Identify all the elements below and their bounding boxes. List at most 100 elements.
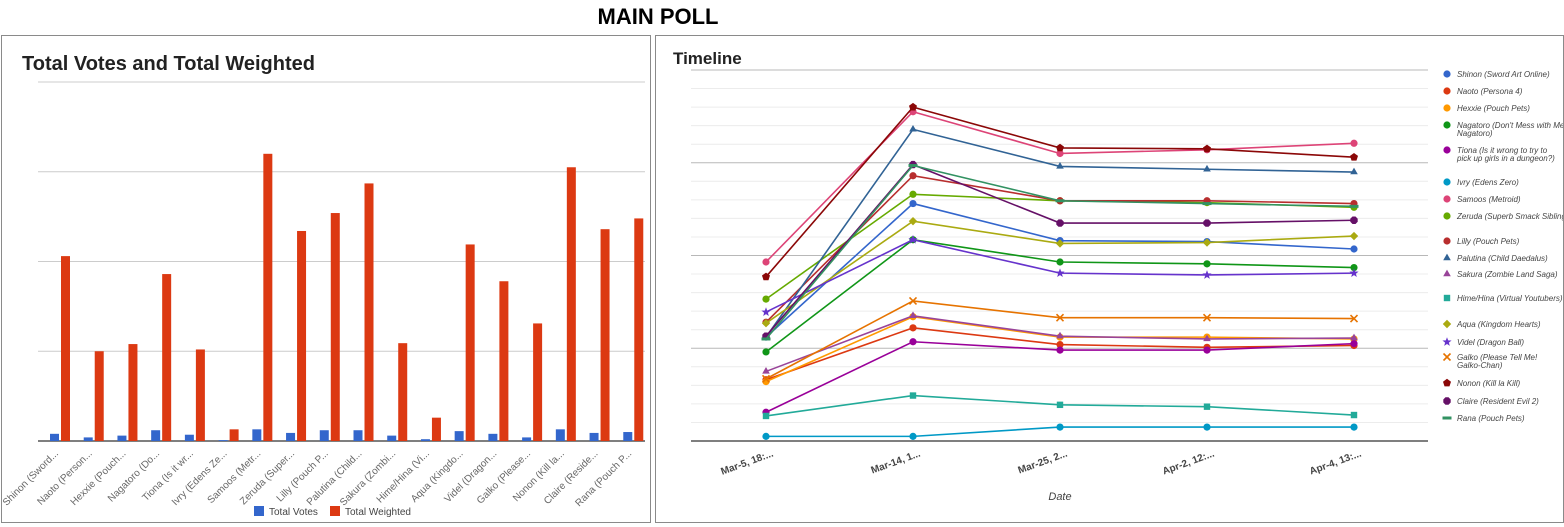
- legend-item[interactable]: Sakura (Zombie Land Saga): [1443, 269, 1558, 279]
- data-point[interactable]: [1056, 149, 1064, 158]
- data-point[interactable]: [762, 295, 770, 303]
- legend-item[interactable]: Videl (Dragon Ball): [1442, 337, 1524, 347]
- data-point[interactable]: [1202, 270, 1212, 279]
- legend-marker[interactable]: [1442, 319, 1452, 329]
- bar-total-votes[interactable]: [454, 431, 464, 441]
- legend-marker[interactable]: [1443, 237, 1451, 245]
- data-point[interactable]: [1055, 313, 1065, 322]
- legend-item[interactable]: Palutina (Child Daedalus): [1443, 253, 1548, 263]
- data-point[interactable]: [909, 190, 917, 198]
- data-point[interactable]: [762, 272, 770, 281]
- legend-item[interactable]: Zeruda (Superb Smack Siblings): [1443, 212, 1564, 221]
- data-point[interactable]: [1350, 340, 1358, 348]
- data-point[interactable]: [1203, 403, 1211, 410]
- data-point[interactable]: [1349, 314, 1359, 323]
- legend-item[interactable]: Aqua (Kingdom Hearts): [1442, 319, 1541, 329]
- data-point[interactable]: [1350, 167, 1358, 175]
- bar-total-votes[interactable]: [83, 437, 93, 441]
- bar-total-weighted[interactable]: [398, 343, 408, 441]
- bar-total-votes[interactable]: [286, 432, 296, 441]
- data-point[interactable]: [908, 164, 918, 168]
- series-line[interactable]: [765, 163, 1355, 337]
- data-point[interactable]: [761, 307, 771, 316]
- bar-total-weighted[interactable]: [195, 349, 205, 441]
- data-point[interactable]: [1055, 199, 1065, 203]
- series-line[interactable]: [765, 238, 1355, 313]
- bar-total-weighted[interactable]: [128, 344, 138, 441]
- legend-item[interactable]: Hime/Hina (Virtual Youtubers): [1443, 294, 1563, 303]
- legend-marker[interactable]: [1443, 397, 1451, 405]
- data-point[interactable]: [1350, 423, 1358, 431]
- bar-total-votes[interactable]: [151, 430, 161, 441]
- data-point[interactable]: [1202, 238, 1212, 247]
- bar-total-votes[interactable]: [218, 440, 228, 441]
- legend-marker[interactable]: [1443, 378, 1451, 387]
- bar-total-votes[interactable]: [555, 429, 565, 441]
- bar-total-weighted[interactable]: [566, 167, 576, 441]
- data-point[interactable]: [909, 172, 917, 180]
- data-point[interactable]: [1056, 423, 1064, 431]
- data-point[interactable]: [1203, 346, 1211, 354]
- bar-total-votes[interactable]: [623, 432, 633, 441]
- bar-total-votes[interactable]: [252, 429, 262, 441]
- data-point[interactable]: [909, 199, 917, 208]
- bar-total-weighted[interactable]: [465, 244, 475, 441]
- data-point[interactable]: [1056, 340, 1064, 349]
- bar-total-weighted[interactable]: [297, 230, 307, 441]
- legend-marker[interactable]: [1443, 146, 1451, 154]
- data-point[interactable]: [1350, 216, 1358, 224]
- legend-item[interactable]: Ivry (Edens Zero): [1443, 178, 1519, 187]
- legend-marker[interactable]: [1443, 178, 1451, 186]
- bar-total-weighted[interactable]: [162, 274, 172, 441]
- data-point[interactable]: [1056, 258, 1064, 266]
- data-point[interactable]: [1056, 331, 1064, 339]
- bar-total-votes[interactable]: [184, 434, 194, 441]
- data-point[interactable]: [909, 102, 917, 111]
- legend-marker[interactable]: [1443, 269, 1451, 277]
- legend-marker[interactable]: [1443, 212, 1451, 220]
- data-point[interactable]: [909, 124, 917, 132]
- data-point[interactable]: [1056, 346, 1064, 354]
- data-point[interactable]: [1349, 204, 1359, 208]
- legend-item[interactable]: Lilly (Pouch Pets): [1443, 237, 1520, 246]
- legend-item[interactable]: Galko (Please Tell Me! Galko-Chan): [1442, 352, 1538, 370]
- data-point[interactable]: [1350, 333, 1358, 341]
- bar-total-votes[interactable]: [117, 435, 127, 441]
- bar-total-votes[interactable]: [387, 435, 397, 441]
- data-point[interactable]: [909, 311, 917, 318]
- bar-total-weighted[interactable]: [229, 429, 239, 441]
- legend-marker[interactable]: [1442, 416, 1452, 420]
- data-point[interactable]: [762, 432, 770, 440]
- bar-total-weighted[interactable]: [61, 256, 70, 441]
- bar-total-votes[interactable]: [488, 433, 498, 441]
- bar-total-weighted[interactable]: [600, 229, 610, 441]
- legend-item[interactable]: Nagatoro (Don't Mess with Me, Nagatoro): [1443, 121, 1564, 138]
- series-line[interactable]: [765, 164, 1355, 340]
- legend-item[interactable]: Claire (Resident Evil 2): [1443, 397, 1539, 406]
- series-line[interactable]: [765, 106, 1355, 278]
- bar-total-weighted[interactable]: [263, 153, 273, 442]
- legend-item[interactable]: Rana (Pouch Pets): [1442, 414, 1525, 423]
- data-point[interactable]: [1203, 219, 1211, 227]
- legend-marker[interactable]: [1443, 70, 1451, 78]
- bar-total-weighted[interactable]: [499, 281, 509, 441]
- data-point[interactable]: [1349, 231, 1359, 241]
- data-point[interactable]: [1056, 401, 1064, 409]
- bar-total-weighted[interactable]: [533, 323, 543, 441]
- legend-marker[interactable]: [1443, 104, 1451, 112]
- bar-total-votes[interactable]: [589, 432, 599, 441]
- data-point[interactable]: [761, 374, 771, 383]
- data-point[interactable]: [1055, 239, 1065, 248]
- legend-marker[interactable]: [1443, 87, 1451, 95]
- data-point[interactable]: [1056, 143, 1064, 152]
- data-point[interactable]: [1056, 162, 1064, 169]
- data-point[interactable]: [1349, 268, 1359, 278]
- legend-marker[interactable]: [1443, 253, 1451, 261]
- data-point[interactable]: [1350, 263, 1358, 272]
- bar-total-weighted[interactable]: [634, 218, 644, 441]
- data-point[interactable]: [762, 348, 770, 356]
- bar-total-votes[interactable]: [420, 439, 430, 441]
- legend-marker[interactable]: [1442, 337, 1452, 346]
- legend-marker[interactable]: [1443, 121, 1451, 129]
- bar-total-votes[interactable]: [522, 437, 532, 441]
